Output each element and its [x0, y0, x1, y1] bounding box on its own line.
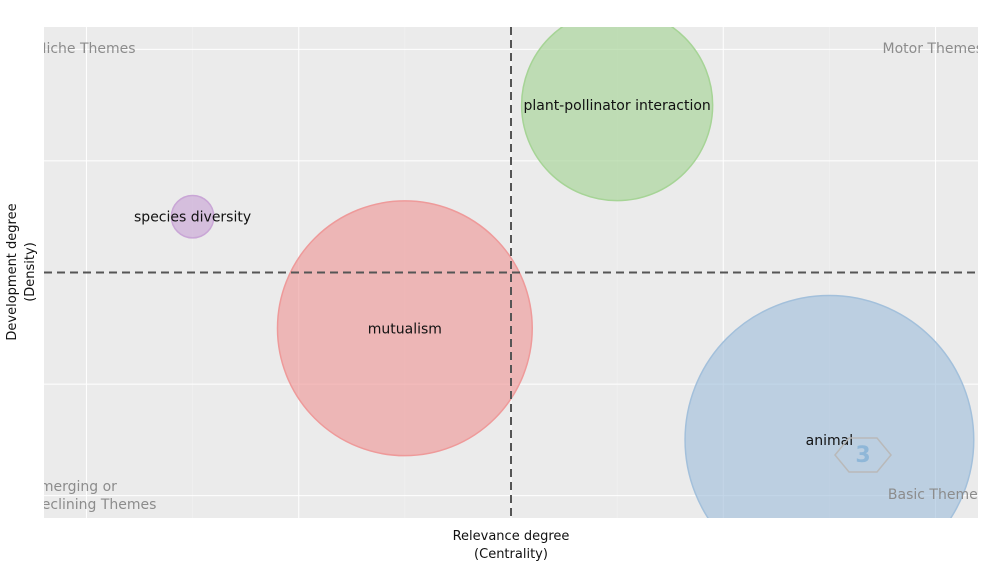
bubble-label-mutualism: mutualism — [368, 321, 442, 337]
reference-lines — [44, 27, 978, 518]
bubble-labels: plant-pollinator interaction species dive… — [134, 98, 853, 449]
bubble-label-animal: animal — [806, 433, 853, 449]
x-axis-title: Relevance degree (Centrality) — [453, 529, 570, 562]
bubble-species-diversity — [170, 194, 215, 239]
y-axis-title: Development degree (Density) — [5, 203, 38, 340]
bubble-plant-pollinator-interaction — [520, 27, 714, 202]
bubble-mutualism — [276, 200, 533, 457]
bubbles — [170, 27, 975, 518]
quadrant-labels: Niche Themes Motor Themes Emerging or Decli… — [31, 41, 984, 513]
bubble-animal — [684, 294, 975, 518]
bubble-label-plant-pollinator-interaction: plant-pollinator interaction — [523, 98, 710, 114]
quadrant-label-niche: Niche Themes — [36, 41, 136, 57]
quadrant-label-basic: Basic Themes — [888, 487, 984, 503]
quadrant-label-emerging-declining: Emerging or Declining Themes — [31, 479, 156, 513]
quadrant-label-motor: Motor Themes — [883, 41, 984, 57]
watermark-logo: 3 — [834, 437, 892, 473]
svg-text:3: 3 — [855, 443, 870, 468]
bubble-label-species-diversity: species diversity — [134, 210, 251, 226]
